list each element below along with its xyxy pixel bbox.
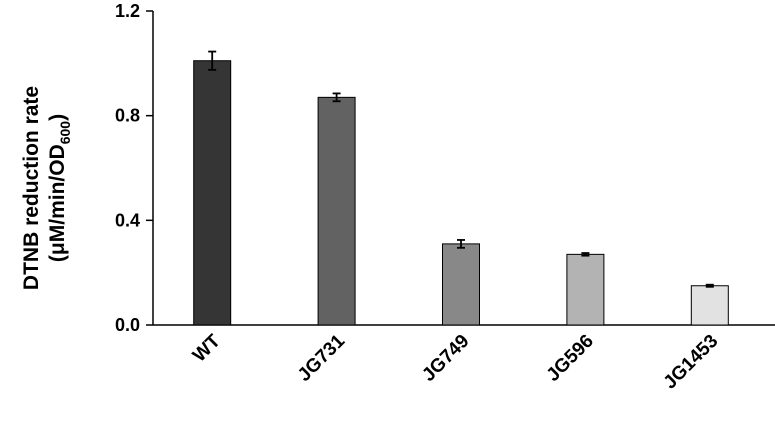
y-tick-label: 1.2 [115,1,140,21]
y-axis-title-line2: (μM/min/OD600) [46,114,73,262]
category-labels: WT JG731 JG749 JG596 JG1453 [189,330,722,393]
error-bars [208,50,714,288]
bars [193,60,729,326]
bar [566,253,605,326]
x-tick-label: JG1453 [660,331,723,394]
y-axis-title-line1: DTNB reduction rate [20,86,43,290]
bar [317,96,356,326]
y-axis-title: DTNB reduction rate (μM/min/OD600) [20,86,73,290]
y-tick-label: 0.4 [115,210,140,230]
x-tick-label: JG731 [294,330,349,385]
y-tick-label: 0.8 [115,106,140,126]
bar [690,285,729,326]
x-tick-label: JG749 [418,331,473,386]
bar [193,60,232,326]
bar [442,243,480,326]
x-tick-label: JG596 [543,331,598,386]
y-tick-label: 0.0 [115,315,140,335]
x-tick-label: WT [189,330,225,366]
y-axis: 0.0 0.4 0.8 1.2 [115,1,154,335]
